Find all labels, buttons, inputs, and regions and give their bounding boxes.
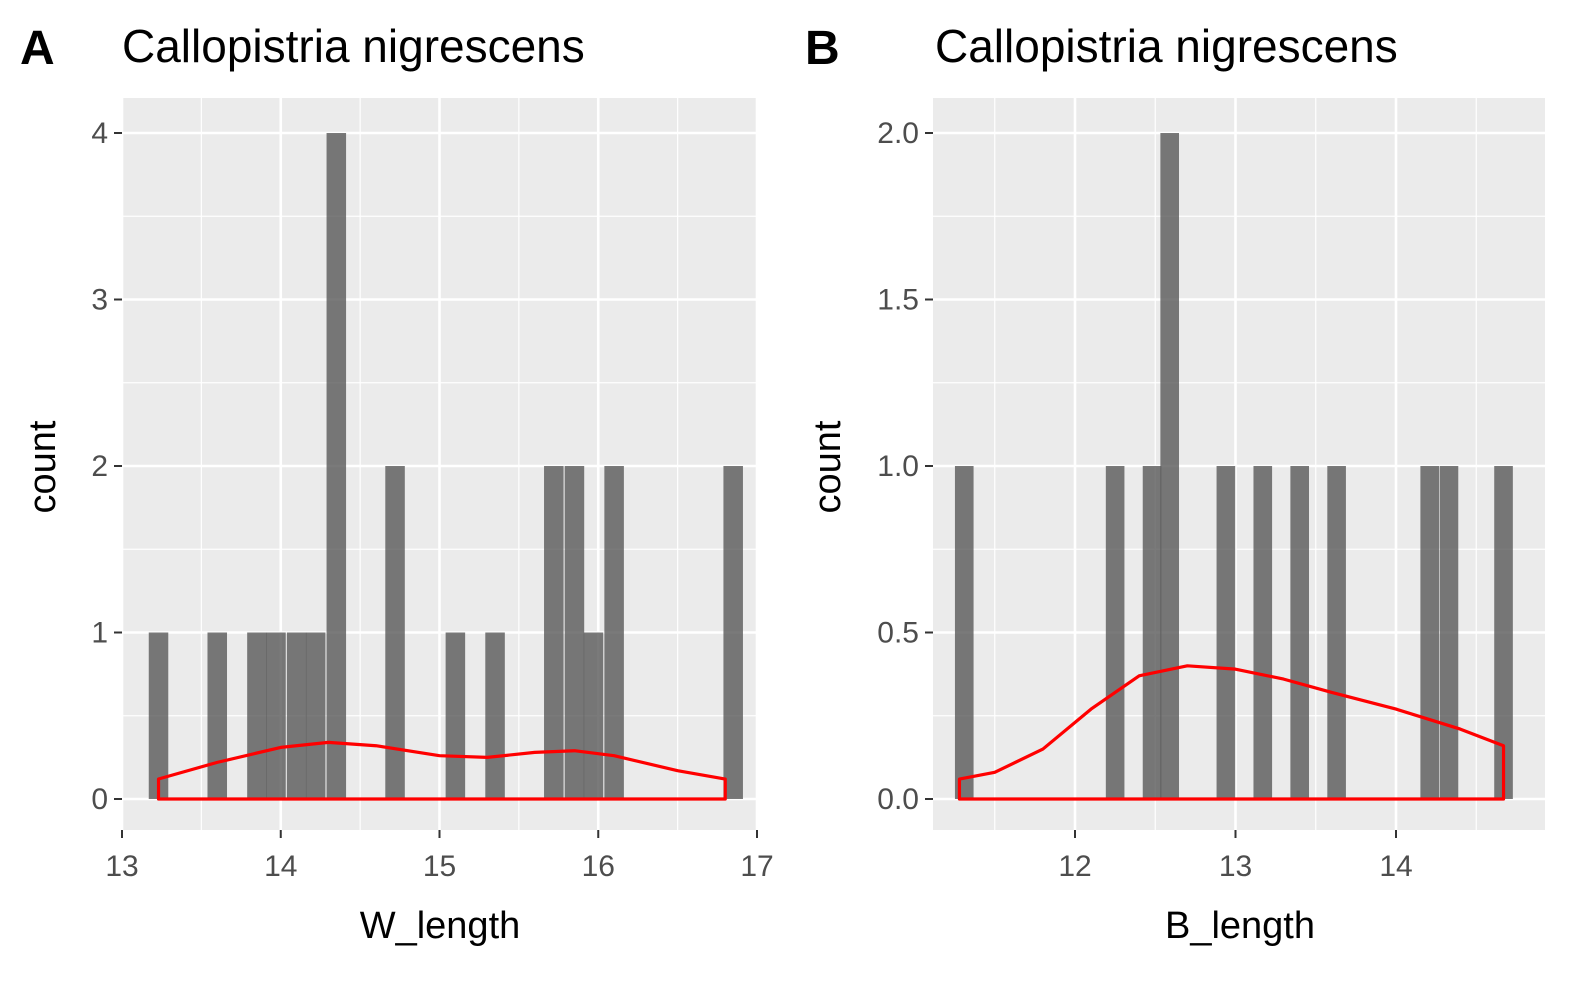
histogram-bar xyxy=(247,632,267,799)
x-tick-label: 17 xyxy=(740,850,773,883)
histogram-bars xyxy=(954,133,1513,799)
density-line xyxy=(156,740,727,801)
x-axis-ticks: 13 14 15 16 17 xyxy=(105,830,774,883)
histogram-bar xyxy=(286,632,307,799)
histogram-bar xyxy=(1253,466,1273,799)
x-tick-label: 13 xyxy=(1219,850,1252,883)
panel-tag: A xyxy=(20,22,55,75)
y-tick-label: 2.0 xyxy=(877,117,919,150)
histogram-bar xyxy=(305,632,326,799)
y-tick-label: 1.0 xyxy=(877,450,919,483)
y-tick-label: 2 xyxy=(91,450,108,483)
histogram-bar xyxy=(207,632,228,799)
y-axis-title: count xyxy=(807,420,849,513)
histogram-bars xyxy=(148,133,743,799)
histogram-bar xyxy=(148,632,169,799)
x-axis-title: B_length xyxy=(1165,905,1315,947)
histogram-bar xyxy=(1420,466,1440,799)
y-tick-label: 0.0 xyxy=(877,783,919,816)
histogram-bar xyxy=(1290,466,1310,799)
x-axis-title: W_length xyxy=(360,905,521,947)
density-line xyxy=(957,664,1506,801)
histogram-bar xyxy=(564,466,585,799)
x-tick-label: 16 xyxy=(582,850,615,883)
y-tick-label: 4 xyxy=(91,117,108,150)
histogram-bar xyxy=(954,466,974,799)
histogram-bar xyxy=(583,632,604,799)
y-tick-label: 1 xyxy=(91,617,108,650)
y-tick-label: 3 xyxy=(91,284,108,317)
histogram-bar xyxy=(723,466,743,799)
x-axis-ticks: 12 13 14 xyxy=(1058,830,1413,883)
histogram-bar xyxy=(445,632,466,799)
chart-title: Callopistria nigrescens xyxy=(122,20,585,72)
x-tick-label: 13 xyxy=(105,850,138,883)
density-curve xyxy=(957,664,1506,801)
histogram-bar xyxy=(385,466,405,799)
histogram-bar xyxy=(544,466,564,799)
histogram-bar xyxy=(1439,466,1459,799)
histogram-bar xyxy=(1216,466,1236,799)
grid-lines xyxy=(120,98,759,830)
histogram-bar xyxy=(1160,133,1180,799)
y-tick-label: 0 xyxy=(91,783,108,816)
x-tick-label: 12 xyxy=(1058,850,1091,883)
x-tick-label: 15 xyxy=(423,850,456,883)
histogram-bar xyxy=(1105,466,1125,799)
x-tick-label: 14 xyxy=(1379,850,1412,883)
histogram-bar xyxy=(485,632,505,799)
y-tick-label: 1.5 xyxy=(877,284,919,317)
histogram-bar xyxy=(1327,466,1346,799)
histogram-bar xyxy=(266,632,286,799)
panel-b: B Callopistria nigrescens 12 13 14 0.0 0.5 1… xyxy=(805,20,1545,947)
density-curve xyxy=(156,740,727,801)
x-tick-label: 14 xyxy=(264,850,297,883)
panel-tag: B xyxy=(805,22,840,75)
y-axis-ticks: 0.0 0.5 1.0 1.5 2.0 xyxy=(877,117,933,816)
panel-a: A Callopistria nigrescens 13 14 15 16 17 0 1 2… xyxy=(20,20,774,947)
histogram-bar xyxy=(326,133,347,799)
y-tick-label: 0.5 xyxy=(877,617,919,650)
histogram-bar xyxy=(1142,466,1162,799)
histogram-bar xyxy=(604,466,624,799)
y-axis-ticks: 0 1 2 3 4 xyxy=(91,117,122,816)
histogram-bar xyxy=(1494,466,1513,799)
chart-title: Callopistria nigrescens xyxy=(935,20,1398,72)
y-axis-title: count xyxy=(22,420,64,513)
